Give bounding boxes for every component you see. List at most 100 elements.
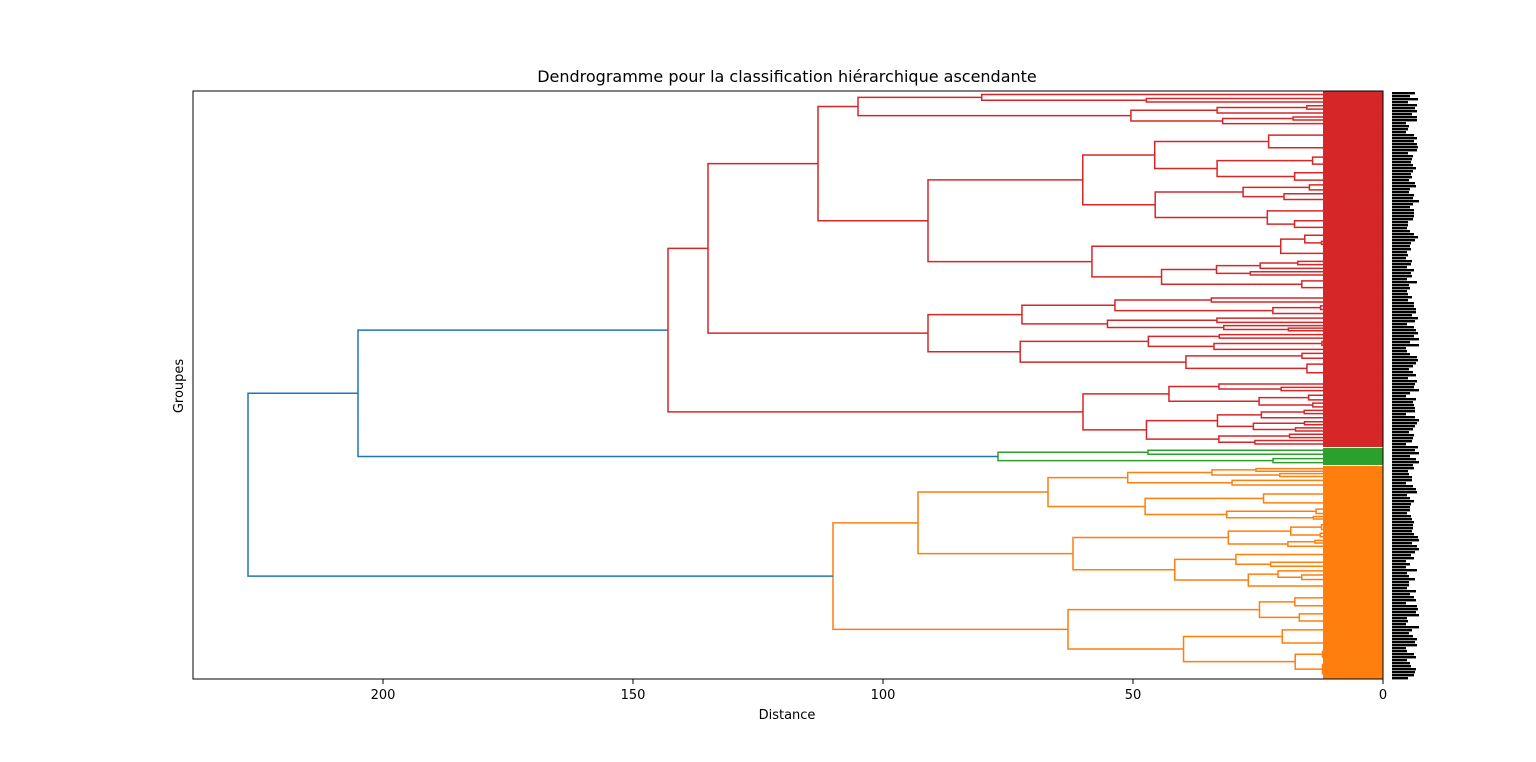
leaf-label-mark <box>1392 476 1412 479</box>
dendrogram-link-38 <box>1359 230 1383 235</box>
leaf-label-mark <box>1392 203 1413 206</box>
dendrogram-link-19 <box>1326 177 1383 183</box>
dendrogram-link-11 <box>1352 142 1383 148</box>
leaf-label-mark <box>1392 344 1419 347</box>
dendrogram-link-77 <box>927 313 1022 353</box>
leaf-label-mark <box>1392 146 1418 149</box>
leaf-label-mark <box>1392 662 1410 665</box>
leaf-label-mark <box>1392 614 1419 617</box>
leaf-label-mark <box>1392 95 1410 98</box>
leaf-label-mark <box>1392 479 1412 482</box>
leaf-label-mark <box>1392 581 1409 584</box>
leaf-label-mark <box>1392 440 1412 443</box>
dendrogram-link-31 <box>1334 206 1348 215</box>
dendrogram-link-161 <box>247 392 833 577</box>
leaf-label-mark <box>1392 143 1417 146</box>
leaf-label-mark <box>1392 221 1408 224</box>
leaf-label-mark <box>1392 350 1407 353</box>
leaf-label-mark <box>1392 275 1412 278</box>
dendrogram-link-150 <box>1338 654 1383 660</box>
x-axis-label: Distance <box>759 708 816 723</box>
dendrogram-link-105 <box>1126 471 1233 484</box>
leaf-label-mark <box>1392 575 1409 578</box>
leaf-label-mark <box>1392 281 1417 284</box>
leaf-label-mark <box>1392 170 1413 173</box>
leaf-label-mark <box>1392 407 1415 410</box>
dendrogram-link-114 <box>1047 476 1146 508</box>
leaf-label-mark <box>1392 137 1417 140</box>
leaf-label-mark <box>1392 347 1406 350</box>
leaf-label-mark <box>1392 392 1410 395</box>
leaf-label-mark <box>1392 461 1419 464</box>
dendrogram-link-13 <box>1326 143 1359 152</box>
leaf-label-mark <box>1392 101 1408 104</box>
dendrogram-link-68 <box>1147 335 1220 348</box>
leaf-label-mark <box>1392 323 1407 326</box>
leaf-label-mark <box>1392 416 1415 419</box>
y-axis-label: Groupes <box>172 359 187 414</box>
dendrogram-link-30 <box>1346 211 1383 217</box>
leaf-label-mark <box>1392 383 1415 386</box>
leaf-label-mark <box>1392 311 1416 314</box>
leaf-label-mark <box>1392 158 1412 161</box>
leaf-label-mark <box>1392 437 1413 440</box>
leaf-label-mark <box>1392 368 1409 371</box>
leaf-label-mark <box>1392 524 1413 527</box>
leaf-label-mark <box>1392 632 1409 635</box>
dendrogram-link-58 <box>1272 306 1383 315</box>
leaf-label-mark <box>1392 611 1416 614</box>
leaf-label-mark <box>1392 317 1418 320</box>
leaf-label-mark <box>1392 161 1411 164</box>
dendrogram-link-138 <box>1294 597 1337 607</box>
leaf-label-mark <box>1392 599 1416 602</box>
leaf-label-mark <box>1392 509 1410 512</box>
dendrogram-link-70 <box>1301 352 1383 360</box>
dendrogram-link-160 <box>357 329 998 458</box>
dendrogram-link-80 <box>1218 383 1383 390</box>
leaf-label-mark <box>1392 377 1408 380</box>
dendrogram-link-158 <box>1067 608 1260 650</box>
dendrogram-link-118 <box>1289 526 1322 536</box>
leaf-label-mark <box>1392 398 1416 401</box>
leaf-label-mark <box>1392 464 1413 467</box>
leaf-label-mark <box>1392 629 1412 632</box>
leaf-label-mark <box>1392 332 1418 335</box>
leaf-label-mark <box>1392 425 1415 428</box>
leaf-band <box>1323 448 1383 465</box>
dendrogram-link-159 <box>832 522 1068 631</box>
leaf-label-mark <box>1392 653 1414 656</box>
dendrogram-link-153 <box>1350 669 1383 674</box>
leaf-label-mark <box>1392 644 1417 647</box>
leaf-label-mark <box>1392 431 1409 434</box>
leaf-label-mark <box>1392 308 1416 311</box>
dendrogram-links <box>247 91 1383 679</box>
leaf-label-mark <box>1392 290 1407 293</box>
leaf-label-mark <box>1392 455 1410 458</box>
dendrogram-link-132 <box>1247 573 1333 587</box>
leaf-label-mark <box>1392 572 1407 575</box>
leaf-label-mark <box>1392 230 1410 233</box>
dendrogram-link-112 <box>1225 510 1317 519</box>
leaf-label-mark <box>1392 404 1414 407</box>
leaf-label-mark <box>1392 647 1406 650</box>
leaf-label-mark <box>1392 116 1417 119</box>
x-tick-label-1: 150 <box>621 688 646 703</box>
leaf-label-mark <box>1392 491 1417 494</box>
dendrogram-link-133 <box>1174 558 1249 581</box>
dendrogram-link-156 <box>1294 653 1323 670</box>
dendrogram-link-75 <box>1185 355 1307 370</box>
leaf-label-mark <box>1392 341 1410 344</box>
x-tick-label-4: 0 <box>1379 688 1387 703</box>
dendrogram-link-51 <box>1301 280 1342 289</box>
leaf-label-mark <box>1392 122 1406 125</box>
leaf-label-mark <box>1392 515 1411 518</box>
leaf-label-mark <box>1392 98 1418 101</box>
leaf-label-mark <box>1392 482 1406 485</box>
dendrogram-link-129 <box>1301 574 1383 581</box>
x-tick-label-0: 200 <box>371 688 396 703</box>
leaf-label-mark <box>1392 335 1414 338</box>
leaf-label-mark <box>1392 650 1407 653</box>
leaf-label-mark <box>1392 215 1414 218</box>
leaf-label-mark <box>1392 488 1416 491</box>
leaf-label-mark <box>1392 419 1419 422</box>
